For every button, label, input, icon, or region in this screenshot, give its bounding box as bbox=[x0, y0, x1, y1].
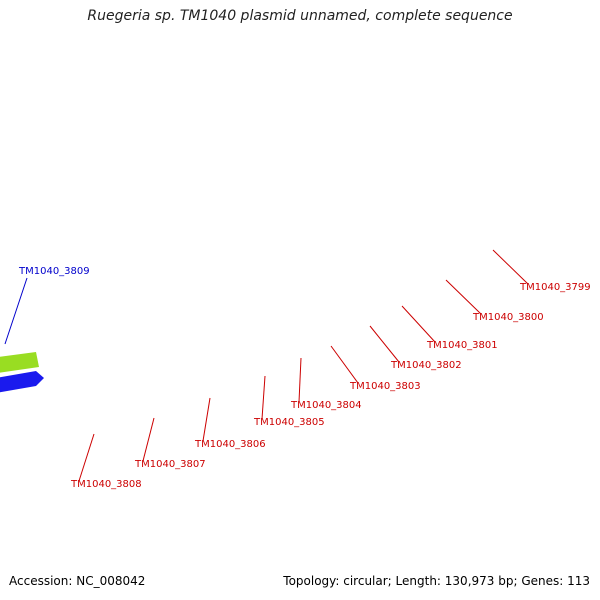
gene-leader-line bbox=[492, 249, 529, 285]
gene-leader-line bbox=[401, 305, 436, 343]
gene-leader-line bbox=[445, 279, 482, 315]
gene-leader-line bbox=[78, 433, 95, 482]
gene-label: TM1040_3800 bbox=[472, 312, 544, 323]
gene-leader-line bbox=[142, 417, 155, 462]
blue-feature-arrow bbox=[0, 371, 44, 393]
gene-label: TM1040_3802 bbox=[390, 360, 462, 371]
gene-label: TM1040_3807 bbox=[134, 459, 206, 470]
gene-leader-line bbox=[202, 397, 211, 442]
gene-leader-line bbox=[330, 345, 359, 384]
gene-label: TM1040_3808 bbox=[70, 479, 142, 490]
gene-leader-line bbox=[261, 375, 266, 420]
gene-leader-line bbox=[4, 277, 28, 345]
gene-label: TM1040_3804 bbox=[290, 400, 362, 411]
gene-label: TM1040_3809 bbox=[18, 266, 90, 277]
gene-leader-line bbox=[298, 357, 302, 403]
green-feature-arrow bbox=[0, 352, 39, 373]
gene-label: TM1040_3806 bbox=[194, 439, 266, 450]
sequence-summary-text: Topology: circular; Length: 130,973 bp; … bbox=[283, 574, 590, 588]
gene-label: TM1040_3801 bbox=[426, 340, 498, 351]
gene-label: TM1040_3803 bbox=[349, 381, 421, 392]
gene-label: TM1040_3805 bbox=[253, 417, 325, 428]
gene-features bbox=[0, 352, 44, 393]
accession-text: Accession: NC_008042 bbox=[9, 574, 146, 588]
gene-leader-line bbox=[369, 325, 400, 363]
gene-label: TM1040_3799 bbox=[519, 282, 591, 293]
gene-labels: TM1040_3799 TM1040_3800 TM1040_3801 TM1040_… bbox=[4, 249, 591, 490]
map-title: Ruegeria sp. TM1040 plasmid unnamed, com… bbox=[87, 8, 513, 24]
